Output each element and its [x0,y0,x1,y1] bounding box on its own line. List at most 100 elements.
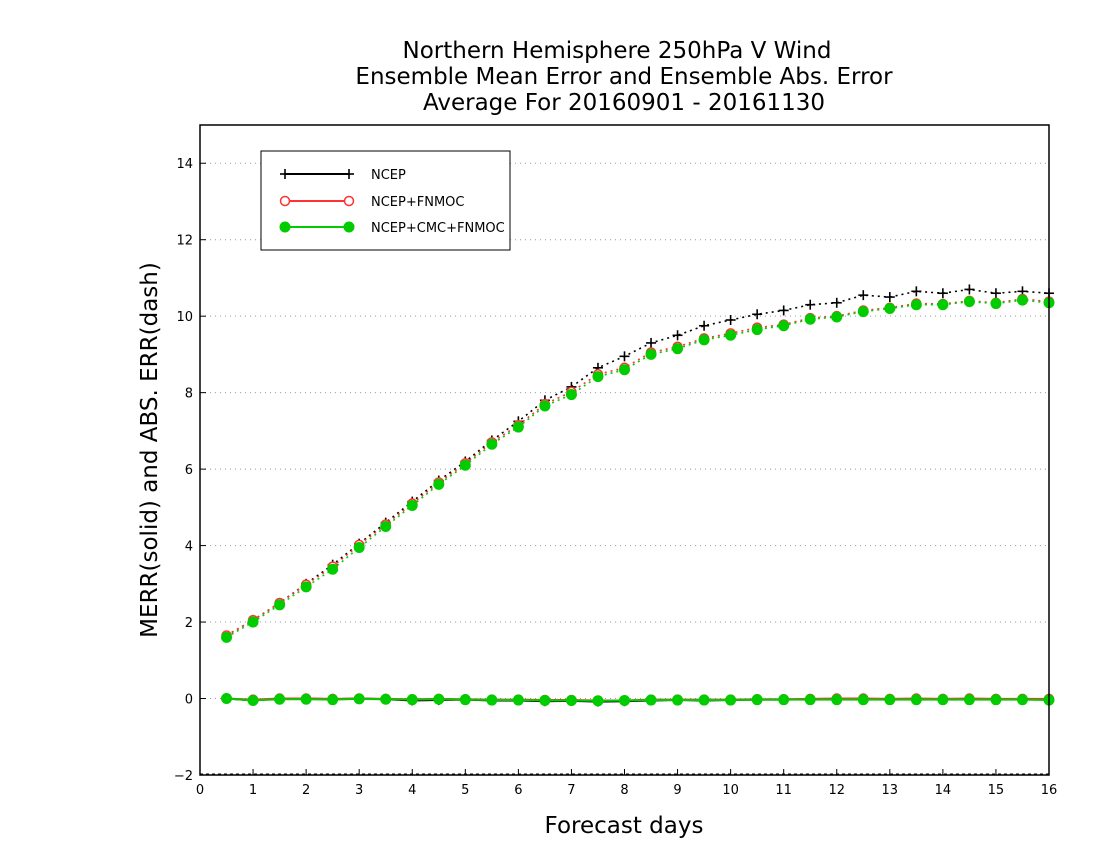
abs-err-point [565,389,577,401]
merr-point [459,694,471,706]
legend-marker [280,169,290,179]
merr-point [910,694,922,706]
x-tick-label: 4 [408,783,416,798]
plot-series [221,284,1055,707]
merr-point [512,694,524,706]
abs-err-point [353,542,365,553]
abs-err-point [619,364,630,376]
legend-label: NCEP+CMC+FNMOC [371,221,505,236]
x-tick-label: 8 [620,783,628,798]
abs-err-point [963,296,975,308]
abs-err-point [380,520,392,532]
gridlines [200,162,1049,775]
abs-err-point [804,313,816,325]
y-tick-label: 4 [185,540,193,555]
merr-point [433,693,445,705]
merr-point [565,694,577,706]
abs-err-point [645,348,657,360]
abs-err-point [778,320,790,332]
merr-point [300,693,312,705]
abs-err-point [725,329,737,341]
x-tick-label: 10 [722,783,739,798]
abs-err-point [327,563,339,575]
abs-err-point [937,288,948,299]
plot-frame [199,124,1050,776]
abs-err-point [300,581,312,593]
y-tick-label: 14 [176,157,193,172]
y-tick-label: 8 [185,387,193,402]
legend-label: NCEP+FNMOC [371,195,464,210]
series-ncep-cmc-fnmoc [221,294,1055,707]
merr-point [274,693,286,705]
x-tick-label: 0 [196,783,204,798]
x-tick-label: 15 [988,783,1005,798]
x-tick-label: 2 [302,783,310,798]
merr-line [226,697,1050,702]
legend-marker [279,221,291,233]
legend-label: NCEP [371,168,406,183]
abs-err-point [672,330,683,341]
legend-entry: NCEP+CMC+FNMOC [279,221,505,236]
merr-point [539,694,551,706]
merr-point [804,694,816,706]
abs-err-point [858,290,869,301]
abs-err-point [990,298,1002,310]
abs-err-point [699,320,710,331]
merr-point [619,694,630,706]
abs-err-point [751,324,763,336]
abs-err-point [857,306,869,318]
legend: NCEP NCEP+FNMOC NCEP+CMC+FNMOC [260,150,511,251]
legend-entry: NCEP [280,168,406,183]
legend-marker [343,195,355,207]
y-tick-label: 0 [185,693,193,708]
x-tick-label: 12 [828,783,845,798]
abs-err-line [226,298,1050,637]
merr-point [380,693,392,705]
abs-err-point [672,343,684,355]
merr-point [725,694,737,706]
abs-err-point [512,421,524,433]
abs-err-point [406,499,418,511]
x-tick-label: 14 [935,783,952,798]
x-tick-label: 1 [249,783,257,798]
merr-point [857,694,869,706]
merr-point [937,694,949,706]
x-tick-label: 16 [1041,783,1058,798]
title-line-2: Ensemble Mean Error and Ensemble Abs. Er… [355,64,893,90]
legend-entry: NCEP+FNMOC [279,195,464,210]
x-tick-label: 3 [355,783,363,798]
series-ncep [221,284,1054,707]
abs-err-point [433,478,445,490]
y-tick-label: 10 [176,310,193,325]
abs-err-point [752,309,763,320]
merr-point [990,694,1002,706]
abs-err-point [539,400,551,412]
y-tick-label: 12 [176,234,193,249]
abs-err-point [459,459,471,471]
merr-point [247,694,259,706]
y-axis-title: MERR(solid) and ABS. ERR(dash) [137,262,163,638]
abs-err-point [725,315,736,325]
abs-err-point [937,299,949,311]
merr-point [1016,694,1028,706]
x-tick-label: 6 [514,783,522,798]
merr-point [486,694,498,706]
x-tick-label: 13 [882,783,899,798]
title-line-1: Northern Hemisphere 250hPa V Wind [403,38,832,64]
abs-err-point [486,438,498,450]
title-line-3: Average For 20160901 - 20161130 [423,90,825,116]
merr-point [831,694,843,706]
abs-err-point [221,631,233,643]
legend-marker [343,221,355,233]
x-tick-label: 7 [567,783,575,798]
series-ncep-fnmoc [221,293,1055,706]
abs-err-point [698,334,710,346]
abs-err-point [592,371,604,383]
abs-err-point [990,288,1001,299]
abs-err-point [884,292,895,303]
merr-point [327,694,339,706]
abs-err-line [226,288,1050,637]
x-tick-label: 11 [775,783,792,798]
y-tick-label: 6 [185,463,193,478]
